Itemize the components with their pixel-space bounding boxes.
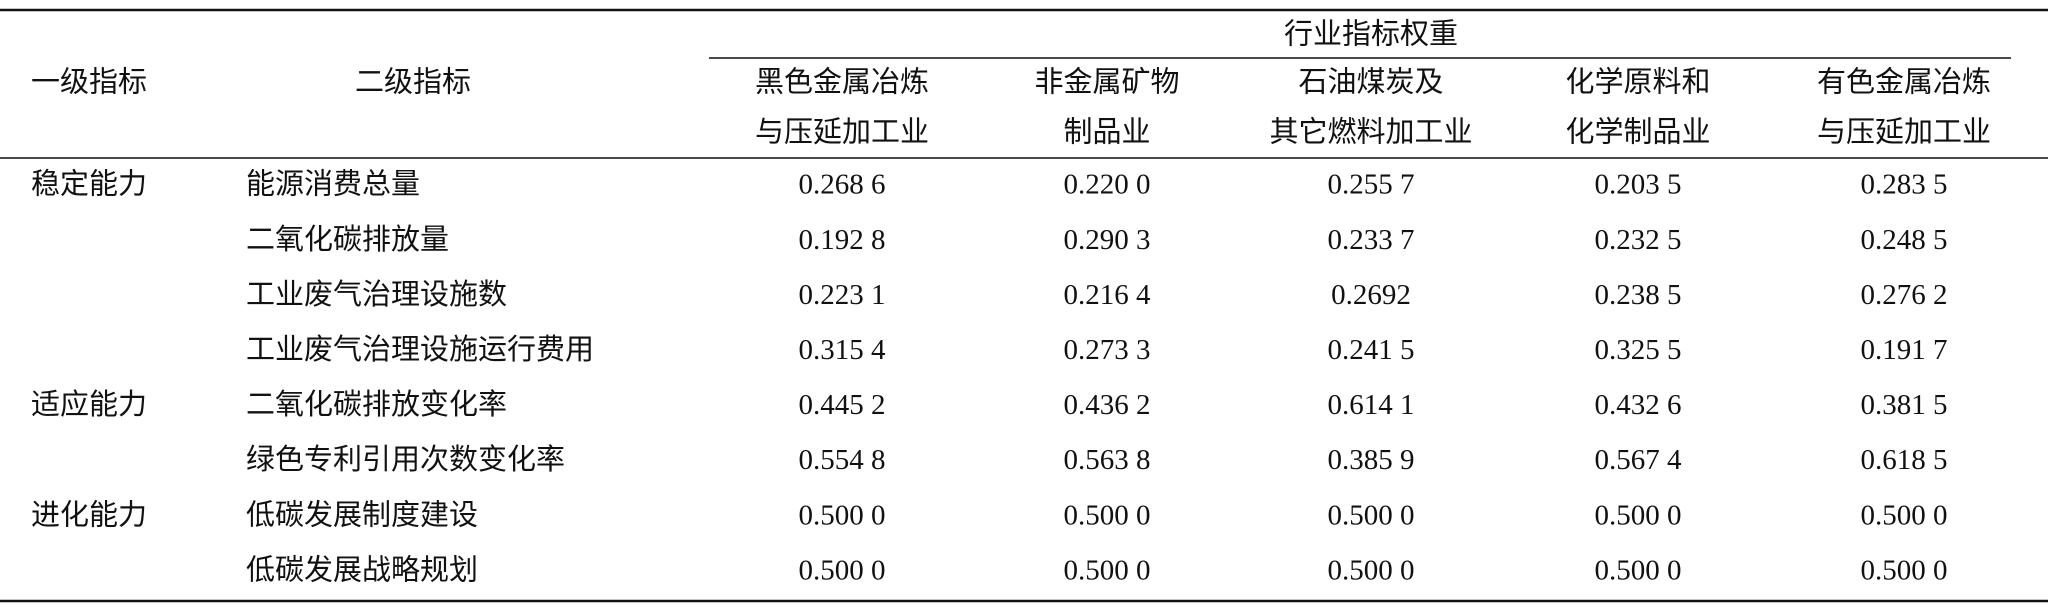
value-cell: 0.436 2 xyxy=(1064,389,1151,421)
level1-cell: 适应能力 xyxy=(31,388,147,421)
value-cell: 0.232 5 xyxy=(1595,224,1682,256)
value-cell: 0.500 0 xyxy=(1064,554,1151,586)
value-cell: 0.241 5 xyxy=(1328,334,1415,366)
level1-header: 一级指标 xyxy=(31,66,147,99)
value-cell: 0.618 5 xyxy=(1861,444,1948,476)
value-cell: 0.500 0 xyxy=(1861,499,1948,531)
value-cell: 0.192 8 xyxy=(799,224,886,256)
value-cell: 0.325 5 xyxy=(1595,334,1682,366)
value-cell: 0.255 7 xyxy=(1328,169,1415,201)
level2-cell: 绿色专利引用次数变化率 xyxy=(246,443,565,476)
value-cell: 0.563 8 xyxy=(1064,444,1151,476)
value-cell: 0.500 0 xyxy=(1595,554,1682,586)
industry-header: 有色金属冶炼 xyxy=(1817,66,1991,99)
level2-cell: 工业废气治理设施运行费用 xyxy=(246,333,594,366)
value-cell: 0.500 0 xyxy=(1328,499,1415,531)
level1-cell: 稳定能力 xyxy=(31,168,147,201)
value-cell: 0.500 0 xyxy=(1328,554,1415,586)
value-cell: 0.233 7 xyxy=(1328,224,1415,256)
industry-header: 非金属矿物 xyxy=(1034,66,1179,99)
value-cell: 0.191 7 xyxy=(1861,334,1948,366)
value-cell: 0.290 3 xyxy=(1064,224,1151,256)
industry-header: 黑色金属冶炼 xyxy=(755,66,929,99)
level2-cell: 二氧化碳排放变化率 xyxy=(246,388,507,421)
value-cell: 0.273 3 xyxy=(1064,334,1151,366)
value-cell: 0.500 0 xyxy=(1064,499,1151,531)
value-cell: 0.500 0 xyxy=(1595,499,1682,531)
value-cell: 0.283 5 xyxy=(1861,169,1948,201)
group-header: 行业指标权重 xyxy=(1284,18,1458,51)
value-cell: 0.567 4 xyxy=(1595,444,1683,476)
level2-cell: 工业废气治理设施数 xyxy=(246,278,507,311)
industry-header: 与压延加工业 xyxy=(755,117,929,149)
level1-cell: 进化能力 xyxy=(31,498,147,531)
level2-cell: 低碳发展战略规划 xyxy=(246,553,478,586)
value-cell: 0.445 2 xyxy=(799,389,886,421)
value-cell: 0.223 1 xyxy=(799,279,886,311)
value-cell: 0.381 5 xyxy=(1861,389,1948,421)
value-cell: 0.276 2 xyxy=(1861,279,1948,311)
value-cell: 0.216 4 xyxy=(1064,279,1152,311)
industry-header: 化学制品业 xyxy=(1565,116,1710,149)
value-cell: 0.220 0 xyxy=(1064,169,1151,201)
industry-header: 其它燃料加工业 xyxy=(1269,116,1472,149)
industry-header: 制品业 xyxy=(1063,116,1150,149)
value-cell: 0.500 0 xyxy=(799,499,886,531)
value-cell: 0.500 0 xyxy=(799,554,886,586)
value-cell: 0.385 9 xyxy=(1328,444,1415,476)
level2-cell: 低碳发展制度建设 xyxy=(246,498,478,531)
level2-header: 二级指标 xyxy=(355,66,471,99)
industry-header: 与压延加工业 xyxy=(1817,117,1991,149)
value-cell: 0.432 6 xyxy=(1595,389,1682,421)
value-cell: 0.315 4 xyxy=(799,334,887,366)
value-cell: 0.203 5 xyxy=(1595,169,1682,201)
value-cell: 0.614 1 xyxy=(1328,389,1415,421)
level2-cell: 能源消费总量 xyxy=(246,168,420,201)
value-cell: 0.554 8 xyxy=(799,444,886,476)
value-cell: 0.248 5 xyxy=(1861,224,1948,256)
industry-header: 化学原料和 xyxy=(1565,66,1710,99)
value-cell: 0.268 6 xyxy=(799,169,886,201)
industry-header: 石油煤炭及 xyxy=(1298,66,1443,99)
value-cell: 0.2692 xyxy=(1331,279,1411,311)
value-cell: 0.238 5 xyxy=(1595,279,1682,311)
level2-cell: 二氧化碳排放量 xyxy=(246,223,449,256)
value-cell: 0.500 0 xyxy=(1861,554,1948,586)
